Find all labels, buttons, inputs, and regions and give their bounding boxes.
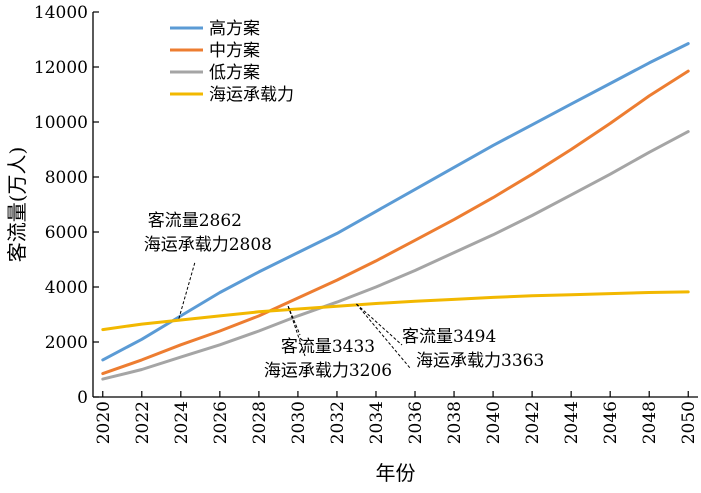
annotation-label: 客流量3494 bbox=[402, 327, 496, 347]
annotation-label: 海运承载力3363 bbox=[416, 351, 544, 371]
x-tick-label: 2044 bbox=[562, 401, 582, 444]
y-tick-label: 4000 bbox=[45, 278, 88, 298]
annotation-label: 海运承载力2808 bbox=[144, 235, 272, 255]
series-line bbox=[101, 290, 690, 332]
x-tick-label: 2046 bbox=[601, 401, 621, 444]
x-tick-label: 2020 bbox=[94, 401, 114, 444]
series-line bbox=[101, 130, 690, 381]
x-axis-title: 年份 bbox=[376, 461, 416, 485]
annotation-label: 海运承载力3206 bbox=[264, 361, 392, 381]
legend-label: 中方案 bbox=[209, 41, 260, 61]
legend-label: 高方案 bbox=[209, 19, 260, 39]
x-tick-label: 2034 bbox=[367, 401, 387, 444]
y-tick-label: 6000 bbox=[45, 223, 88, 243]
x-tick-label: 2048 bbox=[640, 401, 660, 444]
legend-label: 海运承载力 bbox=[209, 85, 294, 105]
annotation-leader bbox=[356, 303, 403, 346]
x-tick-label: 2028 bbox=[250, 401, 270, 444]
x-tick-label: 2036 bbox=[406, 401, 426, 444]
x-tick-label: 2050 bbox=[679, 401, 699, 444]
y-tick-label: 12000 bbox=[34, 58, 88, 78]
series-line bbox=[101, 42, 690, 362]
y-tick-label: 14000 bbox=[34, 3, 88, 23]
y-tick-label: 8000 bbox=[45, 168, 88, 188]
y-axis-title: 客流量(万人) bbox=[5, 147, 29, 263]
x-tick-label: 2038 bbox=[445, 401, 465, 444]
y-tick-label: 2000 bbox=[45, 333, 88, 353]
series-line bbox=[101, 69, 690, 376]
legend-label: 低方案 bbox=[209, 63, 260, 83]
x-tick-label: 2040 bbox=[484, 401, 504, 444]
annotations-layer: 客流量2862 海运承载力2808 客流量3433 海运承载力3206 客流量3494 海… bbox=[144, 211, 545, 381]
series-layer bbox=[101, 42, 690, 381]
x-tick-label: 2030 bbox=[289, 401, 309, 444]
axes-layer: 0 2000 4000 6000 8000 10000 12000 14000 2020 2022… bbox=[34, 3, 699, 444]
annotation-leader bbox=[356, 303, 411, 369]
annotation-leader bbox=[287, 306, 306, 357]
x-tick-label: 2032 bbox=[328, 401, 348, 444]
y-tick-label: 0 bbox=[77, 388, 88, 408]
x-tick-label: 2024 bbox=[172, 401, 192, 444]
x-tick-label: 2042 bbox=[523, 401, 543, 444]
y-tick-label: 10000 bbox=[34, 113, 88, 133]
annotation-label: 客流量3433 bbox=[281, 337, 375, 357]
x-tick-label: 2022 bbox=[133, 401, 153, 444]
annotation-label: 客流量2862 bbox=[148, 211, 242, 231]
x-tick-label: 2026 bbox=[211, 401, 231, 444]
